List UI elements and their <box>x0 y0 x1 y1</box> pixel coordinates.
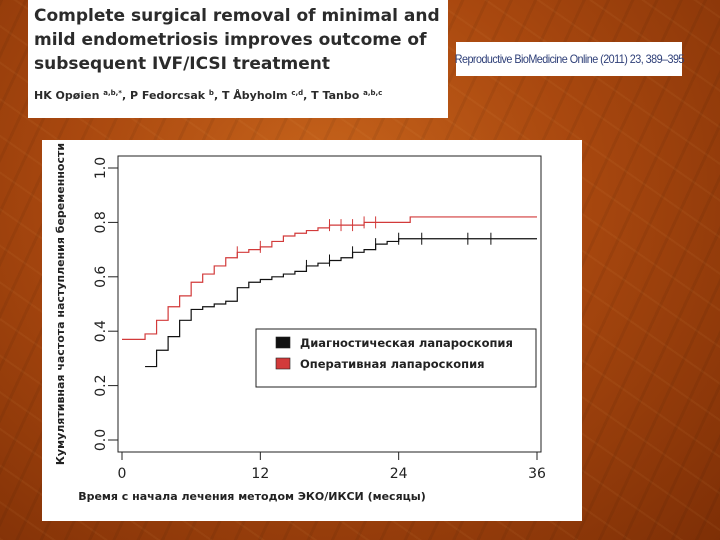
author-affiliation: c,d <box>291 89 304 97</box>
x-tick-label: 12 <box>251 466 269 482</box>
survival-chart: 0.0 0.2 0.4 0.6 0.8 1.0 0 12 24 36 Время с начала … <box>42 140 582 521</box>
y-tick-label: 0.6 <box>93 266 109 288</box>
paper-title: Complete surgical removal of minimal and… <box>34 6 440 74</box>
paper-header: Complete surgical removal of minimal and… <box>28 0 448 118</box>
chart-legend <box>255 328 537 388</box>
author-name: T Åbyholm <box>221 89 288 102</box>
x-axis-label: Время с начала лечения методом ЭКО/ИКСИ … <box>78 490 426 503</box>
y-tick-label: 1.0 <box>93 157 109 179</box>
y-tick-label: 0.4 <box>93 320 109 342</box>
legend-label: Диагностическая лапароскопия <box>300 336 513 350</box>
series-step-line <box>145 238 537 368</box>
y-tick-label: 0.8 <box>93 211 109 233</box>
legend-swatch <box>275 336 291 349</box>
journal-citation: Reproductive BioMedicine Online (2011) 2… <box>454 52 684 66</box>
x-tick-label: 0 <box>118 466 127 482</box>
author-name: HK Opøien <box>34 89 100 102</box>
author-affiliation: a,b,* <box>103 89 122 97</box>
x-tick-label: 24 <box>390 466 408 482</box>
legend-label: Оперативная лапароскопия <box>300 357 485 371</box>
chart-canvas: 0.0 0.2 0.4 0.6 0.8 1.0 0 12 24 36 Время с начала … <box>54 143 546 503</box>
plot-frame <box>117 155 542 453</box>
y-tick-label: 0.0 <box>93 429 109 451</box>
y-tick-label: 0.2 <box>93 374 109 396</box>
series-step-line <box>122 216 537 340</box>
x-tick-label: 36 <box>528 466 546 482</box>
author-list: HK Opøien a,b,*, P Fedorcsak b, T Åbyhol… <box>34 89 383 102</box>
author-name: P Fedorcsak <box>129 89 206 102</box>
author-affiliation: a,b,c <box>363 89 383 97</box>
journal-citation-box: Reproductive BioMedicine Online (2011) 2… <box>454 42 684 76</box>
author-affiliation: b <box>208 89 214 97</box>
y-axis-label: Кумулятивная частота наступления беремен… <box>54 143 67 465</box>
legend-swatch <box>275 357 291 370</box>
author-name: T Tanbo <box>311 89 360 102</box>
